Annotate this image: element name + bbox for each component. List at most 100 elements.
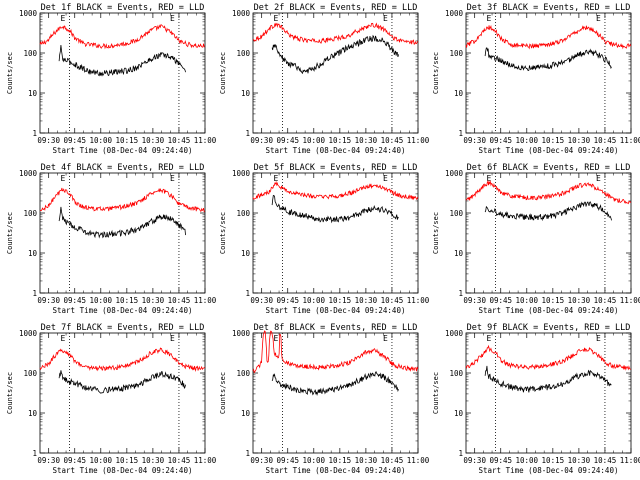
chart-title: Det 9f BLACK = Events, RED = LLD: [467, 323, 631, 333]
y-tick-label: 100: [449, 49, 463, 58]
x-tick-label: 10:00: [303, 456, 326, 465]
y-tick-label: 1000: [445, 169, 464, 178]
x-tick-label: 10:30: [142, 136, 165, 145]
detector-panel: Det 4f BLACK = Events, RED = LLD 1 10 100 10…: [0, 160, 217, 320]
event-marker-label: E: [170, 14, 175, 23]
event-marker-label: E: [383, 174, 388, 183]
y-tick-label: 100: [23, 49, 37, 58]
event-marker-label: E: [61, 14, 66, 23]
x-tick-label: 11:00: [194, 456, 217, 465]
x-tick-label: 10:15: [329, 296, 352, 305]
event-marker-label: E: [596, 334, 601, 343]
x-tick-label: 09:30: [37, 136, 60, 145]
x-tick-label: 10:00: [516, 296, 539, 305]
detector-panel: Det 2f BLACK = Events, RED = LLD 1 10 100 10…: [213, 0, 430, 160]
y-tick-label: 10: [241, 409, 251, 418]
x-tick-label: 10:15: [542, 296, 565, 305]
events-series-line: [484, 365, 612, 393]
x-tick-label: 10:15: [116, 456, 139, 465]
chart-svg: Det 8f BLACK = Events, RED = LLD 1 10 100 10…: [219, 323, 430, 475]
events-series-line: [271, 194, 399, 224]
event-marker-label: E: [596, 174, 601, 183]
x-tick-label: 10:15: [542, 136, 565, 145]
x-tick-label: 10:30: [568, 136, 591, 145]
chart-svg: Det 5f BLACK = Events, RED = LLD 1 10 100 10…: [219, 163, 430, 315]
event-marker-label: E: [383, 14, 388, 23]
x-axis-label: Start Time (08-Dec-04 09:24:40): [479, 146, 619, 155]
y-tick-label: 1000: [19, 9, 38, 18]
y-tick-label: 1000: [232, 329, 251, 338]
x-tick-label: 10:30: [355, 136, 378, 145]
y-tick-label: 10: [241, 89, 251, 98]
chart-svg: Det 6f BLACK = Events, RED = LLD 1 10 100 10…: [432, 163, 640, 315]
events-series-line: [484, 47, 612, 71]
x-tick-label: 11:00: [194, 296, 217, 305]
y-tick-label: 1000: [445, 9, 464, 18]
y-tick-label: 10: [28, 89, 38, 98]
x-axis-label: Start Time (08-Dec-04 09:24:40): [53, 466, 193, 475]
x-tick-label: 09:30: [250, 296, 273, 305]
y-tick-label: 1: [458, 289, 463, 298]
lld-series-line: [465, 179, 632, 205]
x-tick-label: 10:00: [90, 136, 113, 145]
x-axis-label: Start Time (08-Dec-04 09:24:40): [266, 306, 406, 315]
x-tick-label: 09:30: [37, 296, 60, 305]
y-tick-label: 1: [32, 129, 37, 138]
detector-panel: Det 1f BLACK = Events, RED = LLD 1 10 100 10…: [0, 0, 217, 160]
y-tick-label: 1: [458, 129, 463, 138]
y-tick-label: 10: [454, 249, 464, 258]
event-marker-label: E: [487, 334, 492, 343]
x-tick-label: 10:45: [168, 136, 191, 145]
y-axis-label: Counts/sec: [219, 372, 227, 414]
x-tick-label: 10:45: [594, 456, 617, 465]
plot-frame: [252, 12, 419, 134]
chart-title: Det 2f BLACK = Events, RED = LLD: [254, 3, 418, 13]
chart-svg: Det 2f BLACK = Events, RED = LLD 1 10 100 10…: [219, 3, 430, 155]
event-marker-label: E: [61, 334, 66, 343]
x-tick-label: 09:45: [489, 296, 512, 305]
plot-frame: [39, 12, 206, 134]
x-tick-label: 09:45: [489, 136, 512, 145]
chart-svg: Det 3f BLACK = Events, RED = LLD 1 10 100 10…: [432, 3, 640, 155]
x-tick-label: 11:00: [194, 136, 217, 145]
x-axis-label: Start Time (08-Dec-04 09:24:40): [266, 466, 406, 475]
x-tick-label: 11:00: [620, 456, 640, 465]
x-tick-label: 10:45: [381, 136, 404, 145]
chart-title: Det 6f BLACK = Events, RED = LLD: [467, 163, 631, 173]
plot-frame: [252, 332, 419, 454]
y-tick-label: 10: [454, 89, 464, 98]
x-tick-label: 10:45: [381, 296, 404, 305]
chart-title: Det 5f BLACK = Events, RED = LLD: [254, 163, 418, 173]
x-tick-label: 10:15: [542, 456, 565, 465]
y-axis-label: Counts/sec: [219, 212, 227, 254]
y-tick-label: 1: [245, 289, 250, 298]
plot-frame: [39, 172, 206, 294]
x-tick-label: 11:00: [407, 136, 430, 145]
chart-title: Det 4f BLACK = Events, RED = LLD: [41, 163, 205, 173]
lld-series-line: [252, 330, 419, 374]
event-marker-label: E: [170, 334, 175, 343]
lld-series-line: [39, 347, 206, 372]
y-tick-label: 100: [236, 369, 250, 378]
chart-title: Det 8f BLACK = Events, RED = LLD: [254, 323, 418, 333]
lld-series-line: [252, 22, 419, 45]
event-marker-label: E: [274, 334, 279, 343]
y-tick-label: 1000: [19, 169, 38, 178]
y-tick-label: 100: [23, 369, 37, 378]
detector-panel: Det 9f BLACK = Events, RED = LLD 1 10 100 10…: [426, 320, 640, 480]
x-tick-label: 11:00: [407, 456, 430, 465]
lld-series-line: [39, 187, 205, 213]
x-tick-label: 10:00: [516, 136, 539, 145]
x-tick-label: 10:15: [329, 136, 352, 145]
x-axis-label: Start Time (08-Dec-04 09:24:40): [53, 146, 193, 155]
y-axis-label: Counts/sec: [219, 52, 227, 94]
y-axis-label: Counts/sec: [6, 52, 14, 94]
x-axis-label: Start Time (08-Dec-04 09:24:40): [53, 306, 193, 315]
x-tick-label: 10:30: [355, 296, 378, 305]
plot-frame: [465, 172, 632, 294]
x-tick-label: 10:00: [90, 456, 113, 465]
x-tick-label: 10:00: [516, 456, 539, 465]
chart-title: Det 3f BLACK = Events, RED = LLD: [467, 3, 631, 13]
y-tick-label: 10: [28, 249, 38, 258]
